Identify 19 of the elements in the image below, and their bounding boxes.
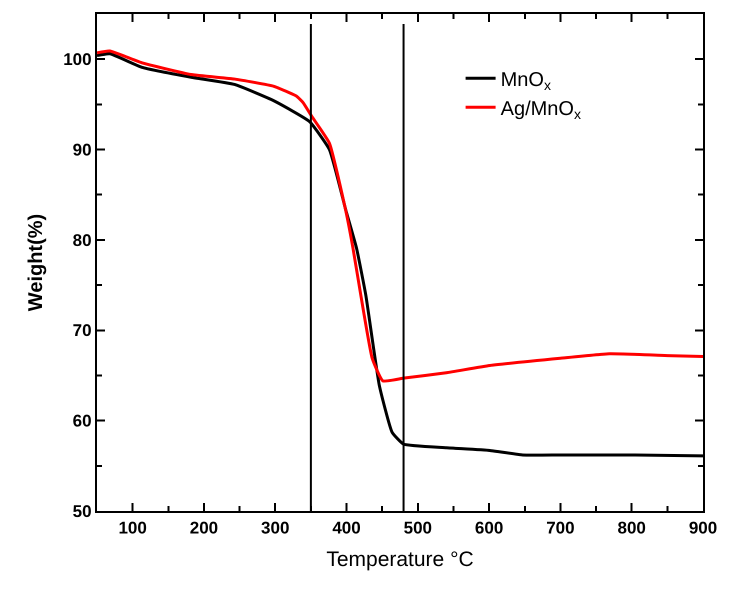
x-axis-title: Temperature °C [326,548,474,572]
x-tick-label: 400 [332,518,361,538]
y-tick-label: 100 [63,50,92,70]
x-tick-label: 700 [546,518,575,538]
y-tick-label: 70 [72,321,92,340]
y-axis-title: Weight(%) [25,214,48,312]
x-tick-label: 100 [118,518,147,538]
x-tick-label: 800 [618,518,646,538]
y-tick-label: 50 [72,502,92,521]
x-tick-label: 500 [404,518,432,538]
y-tick-label: 60 [72,412,92,431]
x-tick-label: 300 [261,518,290,538]
x-tick-label: 600 [474,518,504,538]
y-tick-label: 80 [72,230,92,250]
y-tick-label: 90 [72,140,92,160]
x-tick-label: 200 [190,518,218,538]
x-tick-label: 900 [688,518,718,538]
legend-label: MnO$_{x}$ [500,69,551,94]
legend-label: Ag/MnO$_{x}$ [500,98,581,122]
